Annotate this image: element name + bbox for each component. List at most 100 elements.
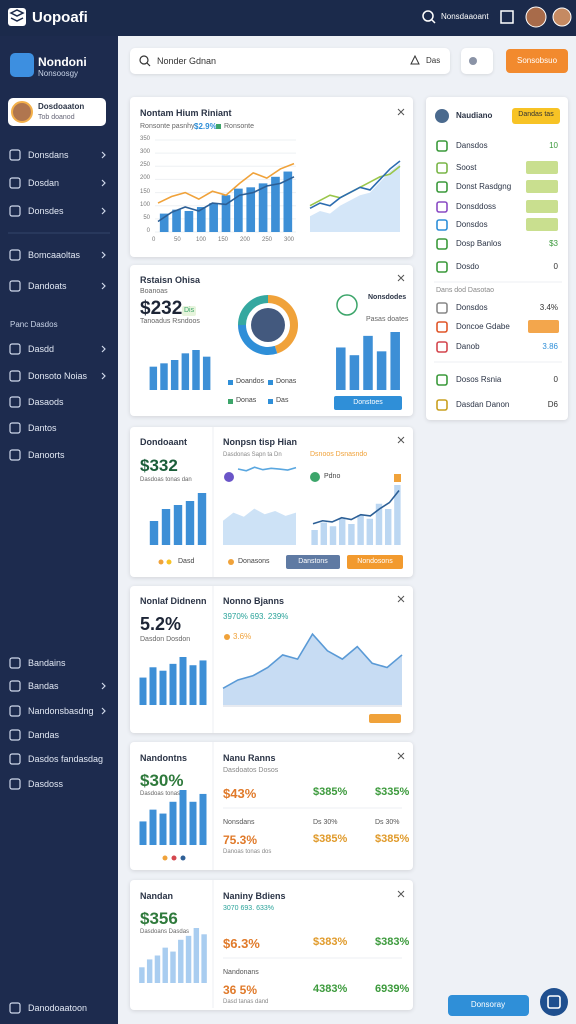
metric: 6939% bbox=[375, 983, 410, 995]
card bbox=[130, 97, 413, 257]
card-title: Nonlaf Didnenn bbox=[140, 596, 207, 606]
card-note: Dasdoas tonas dan bbox=[140, 477, 192, 483]
big-value: $356 bbox=[140, 909, 178, 928]
card-note: Dasdoans Dasdas bbox=[140, 929, 190, 935]
metric-label: Nonsdans bbox=[223, 819, 255, 826]
metric: $383% bbox=[375, 936, 410, 948]
card-note: Dasdoas tonas bbox=[140, 791, 181, 797]
card-title: Naniny Bdiens bbox=[223, 891, 286, 901]
metric: $385% bbox=[375, 833, 410, 845]
card bbox=[130, 742, 413, 870]
metric: $385% bbox=[313, 833, 348, 845]
nav-item[interactable]: Dandas bbox=[28, 730, 60, 740]
nav-item[interactable]: Dasdoss bbox=[28, 779, 64, 789]
x-tick-label: 250 bbox=[262, 237, 273, 243]
nav-item[interactable]: Danodoaatoon bbox=[28, 1003, 88, 1013]
row-label: Donsddoss bbox=[456, 202, 497, 211]
card-title: Rstaisn Ohisa bbox=[140, 275, 201, 285]
nav-item[interactable]: Dandoats bbox=[28, 281, 67, 291]
primary-button-label: Sonsobsuo bbox=[516, 56, 558, 65]
nav-item[interactable]: Bomcaaoltas bbox=[28, 250, 81, 260]
card-title: Nandan bbox=[140, 891, 174, 901]
nav-item[interactable]: Dasaods bbox=[28, 397, 64, 407]
y-tick-label: 150 bbox=[139, 188, 150, 195]
dropdown[interactable] bbox=[461, 48, 493, 74]
user-name: Nonsdaaoant bbox=[441, 12, 489, 21]
legend: Pdno bbox=[324, 473, 341, 480]
section-label: Panc Dasdos bbox=[10, 320, 58, 329]
action-button[interactable] bbox=[286, 555, 340, 569]
profile-name: Dosdoaaton bbox=[38, 102, 85, 111]
profile-sub: Tob doanod bbox=[38, 114, 75, 121]
nav-item[interactable]: Danoorts bbox=[28, 450, 65, 460]
legend: Donas bbox=[236, 397, 257, 404]
chat-button[interactable] bbox=[448, 995, 529, 1016]
row-value: $.Sbs bbox=[537, 163, 558, 172]
y-tick-label: 0 bbox=[146, 228, 150, 234]
nav-item[interactable]: Donsdes bbox=[28, 206, 64, 216]
button-label: Dandas tas bbox=[518, 111, 554, 118]
button-label: Donstoes bbox=[353, 399, 383, 406]
nav-item[interactable]: Donsdans bbox=[28, 150, 69, 160]
nav-item[interactable]: Dosdan bbox=[28, 178, 60, 188]
panel-title: Naudiano bbox=[456, 111, 493, 120]
action-button[interactable] bbox=[347, 555, 403, 569]
nav-item[interactable]: Nandonsbasdng bbox=[28, 706, 94, 716]
nav-item[interactable]: Dantos bbox=[28, 423, 57, 433]
action-button[interactable] bbox=[334, 396, 402, 410]
big-value: $232 bbox=[140, 298, 183, 319]
nav-item[interactable]: Dasdos fandasdag bbox=[28, 754, 104, 764]
button-label: Danstons bbox=[298, 558, 328, 565]
row-value: $.3% bbox=[539, 322, 558, 331]
row-label: Donsdos bbox=[456, 220, 488, 229]
row-value: 10 bbox=[549, 141, 558, 150]
button-label: Donsoray bbox=[470, 1000, 506, 1009]
metric-label: Ds 30% bbox=[375, 819, 400, 826]
card-note: 3070 693. 633% bbox=[223, 905, 274, 912]
metric-label: Nandonans bbox=[223, 969, 259, 976]
card-note: Dasdonas Sapn ta Dn bbox=[223, 452, 282, 458]
y-tick-label: 350 bbox=[139, 136, 150, 142]
big-value: $30% bbox=[140, 771, 184, 790]
panel-button[interactable] bbox=[512, 108, 560, 124]
button-label: Nondosons bbox=[357, 558, 393, 565]
y-tick-label: 200 bbox=[139, 175, 150, 182]
side-panel bbox=[426, 97, 568, 420]
search-action: Das bbox=[426, 56, 441, 65]
row-label: Soost bbox=[456, 163, 477, 172]
legend: Ronsonte bbox=[224, 123, 254, 130]
brand-subtitle: Nonsoosgy bbox=[38, 69, 79, 78]
search-input: Nonder Gdnan bbox=[157, 56, 217, 66]
row-label: Donsdos bbox=[456, 303, 488, 312]
brand-name: Nondoni bbox=[38, 55, 87, 69]
row-value: 3.86 bbox=[542, 342, 558, 351]
card-title: Nanu Ranns bbox=[223, 753, 276, 763]
app-logo: Uopoafi bbox=[32, 9, 88, 26]
row-value: $.58 bbox=[542, 182, 558, 191]
nav-item[interactable]: Dasdd bbox=[28, 344, 55, 354]
card bbox=[130, 586, 413, 733]
nav-item[interactable]: Bandains bbox=[28, 658, 66, 668]
search-bar[interactable] bbox=[130, 48, 450, 74]
row-label: Dosp Banlos bbox=[456, 239, 502, 248]
row-value: 0 bbox=[553, 262, 558, 271]
fab[interactable] bbox=[540, 988, 568, 1016]
badge bbox=[182, 306, 196, 316]
big-value: 5.2% bbox=[140, 614, 182, 634]
card-note: 3970% 693. 239% bbox=[223, 612, 289, 621]
x-tick-label: 100 bbox=[196, 237, 207, 243]
card-title: Nontam Hium Riniant bbox=[140, 108, 232, 118]
metric: $335% bbox=[375, 786, 410, 798]
card-subtitle: Boanoas bbox=[140, 288, 168, 295]
row-label: Danob bbox=[456, 342, 480, 351]
nav-item[interactable]: Bandas bbox=[28, 681, 59, 691]
row-label: Dosos Rsnia bbox=[456, 375, 502, 384]
card-note: Dasdoatos Dosos bbox=[223, 767, 279, 774]
x-tick-label: 200 bbox=[240, 237, 251, 243]
legend: Dasd bbox=[178, 558, 195, 565]
card-note: Tanoadus Rsndoos bbox=[140, 318, 200, 325]
row-value: Dndas bbox=[534, 220, 558, 229]
primary-button[interactable] bbox=[506, 49, 568, 73]
nav-item[interactable]: Donsoto Noias bbox=[28, 371, 88, 381]
card-title: Nonno Bjanns bbox=[223, 596, 284, 606]
